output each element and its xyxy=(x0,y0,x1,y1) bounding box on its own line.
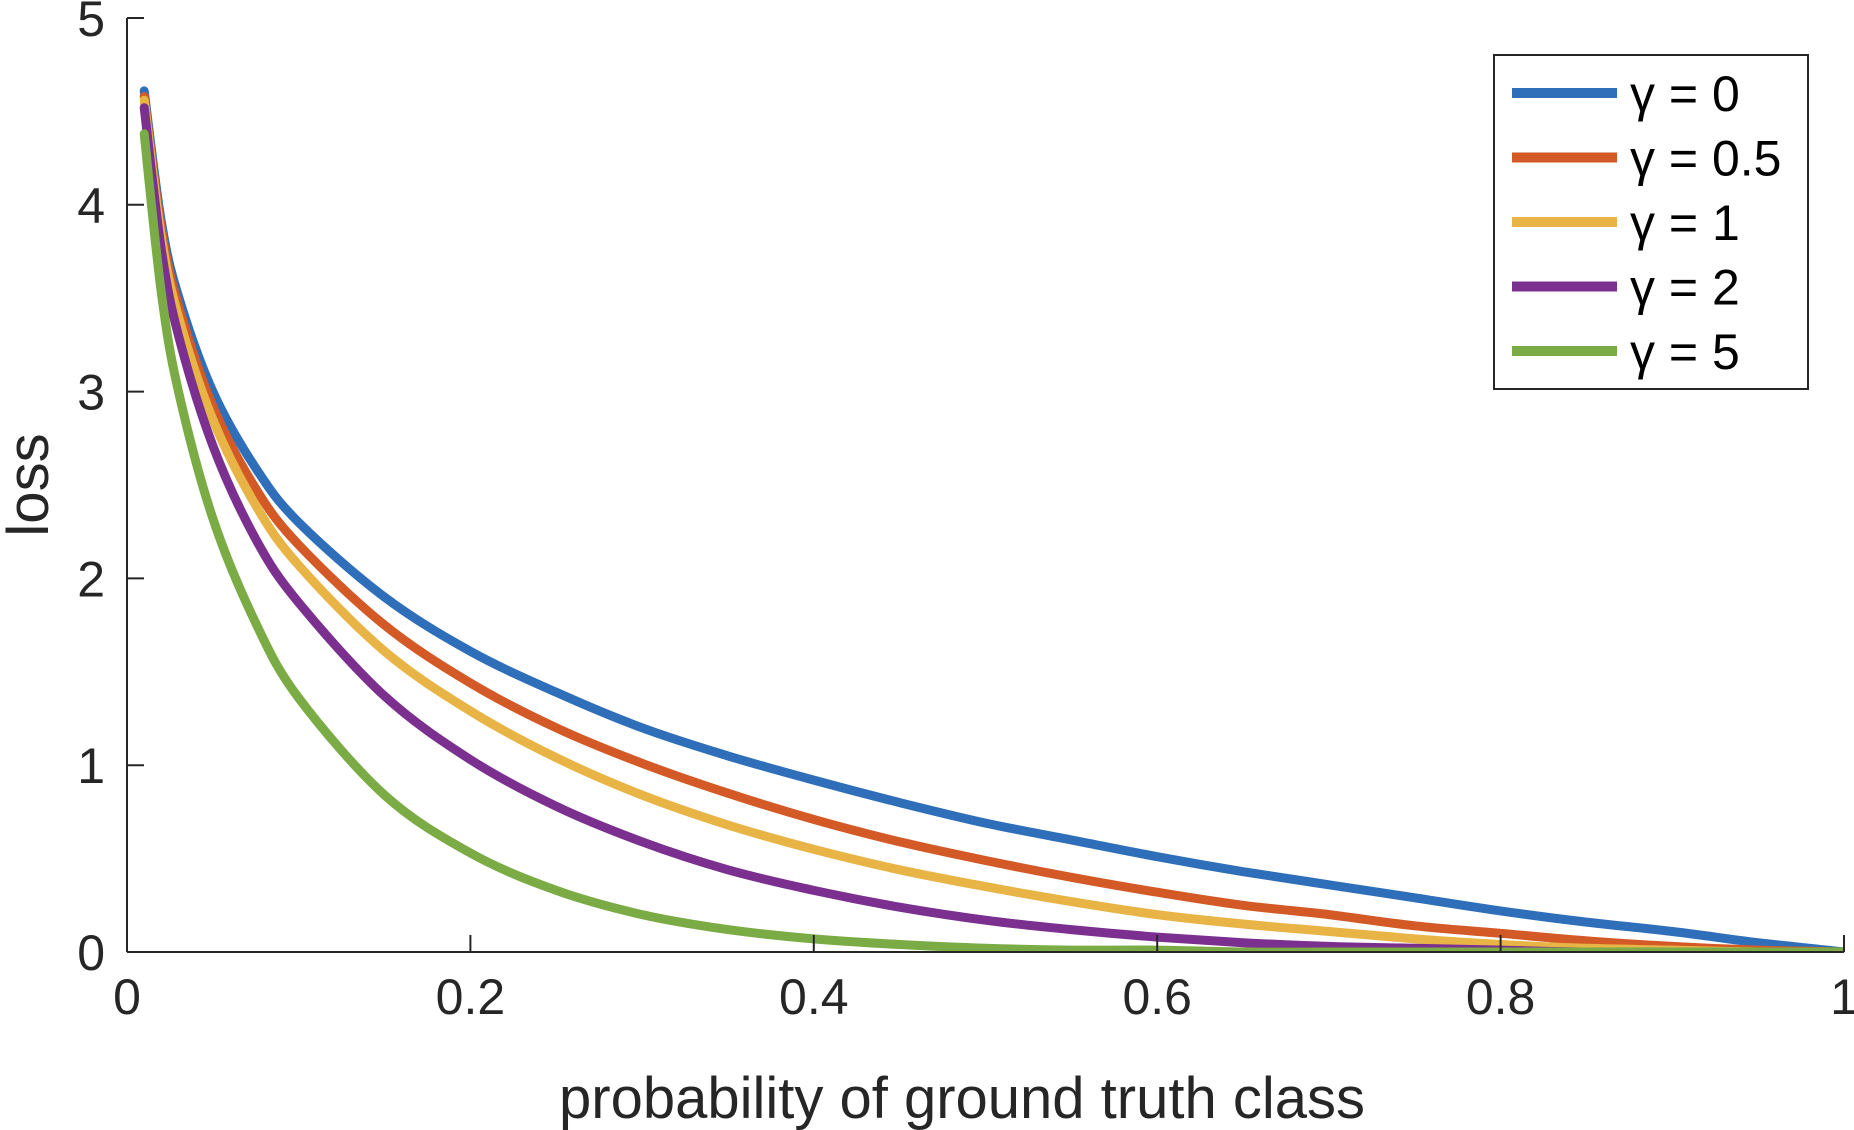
legend-label: γ = 1 xyxy=(1630,195,1740,251)
y-tick-label: 4 xyxy=(77,178,105,234)
axes xyxy=(126,18,1844,953)
tick-labels: 0 0.2 0.4 0.6 0.8 1 0 1 2 3 4 5 xyxy=(77,0,1854,1025)
y-tick-label: 1 xyxy=(77,738,105,794)
legend-label: γ = 0 xyxy=(1630,66,1740,122)
x-tick-label: 0.4 xyxy=(779,969,849,1025)
legend-label: γ = 2 xyxy=(1630,260,1740,316)
x-tick-label: 1 xyxy=(1830,969,1854,1025)
legend: γ = 0 γ = 0.5 γ = 1 γ = 2 γ = 5 xyxy=(1493,54,1809,390)
y-axis-label: loss xyxy=(0,433,61,536)
y-tick-label: 2 xyxy=(77,551,105,607)
x-tick-label: 0.8 xyxy=(1466,969,1536,1025)
y-tick-label: 3 xyxy=(77,365,105,421)
series-line-1 xyxy=(139,86,1844,952)
legend-label: γ = 0.5 xyxy=(1630,131,1782,187)
series-line-2 xyxy=(139,92,1844,952)
x-tick-label: 0.2 xyxy=(436,969,506,1025)
y-tick-label: 0 xyxy=(77,925,105,981)
series-lines xyxy=(139,86,1844,952)
x-tick-label: 0 xyxy=(113,969,141,1025)
series-line-3 xyxy=(139,95,1844,952)
y-tick-label: 5 xyxy=(77,0,105,47)
x-tick-label: 0.6 xyxy=(1122,969,1192,1025)
x-axis-label: probability of ground truth class xyxy=(559,1066,1365,1130)
legend-label: γ = 5 xyxy=(1630,324,1740,380)
